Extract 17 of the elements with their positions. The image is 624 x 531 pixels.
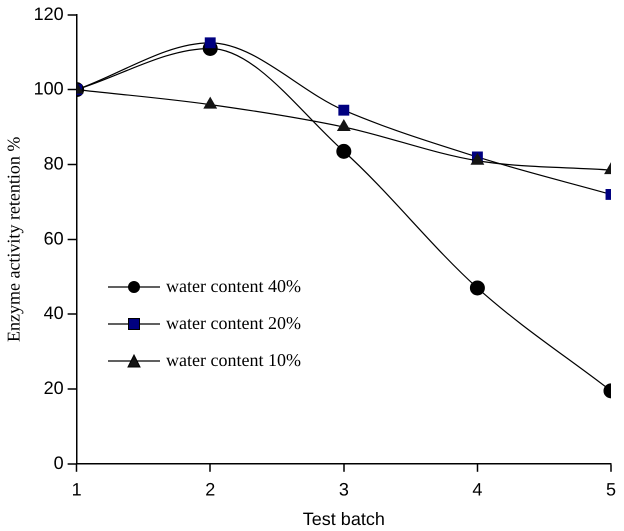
y-tick-label: 0 — [54, 452, 64, 473]
x-tick-label: 5 — [606, 480, 616, 500]
legend-label: water content 10% — [166, 350, 301, 371]
x-tick-label: 2 — [205, 480, 216, 500]
legend-label: water content 20% — [166, 313, 301, 334]
legend-label: water content 40% — [166, 276, 301, 297]
y-tick-label: 100 — [34, 78, 64, 99]
x-axis-title: Test batch — [302, 509, 385, 530]
y-tick-label: 20 — [44, 378, 64, 398]
y-tick-label: 60 — [44, 228, 64, 248]
x-tick-label: 4 — [472, 480, 482, 500]
y-tick-label: 40 — [44, 303, 64, 324]
y-tick-label: 120 — [34, 4, 64, 24]
x-tick-label: 1 — [72, 480, 82, 500]
y-axis-title: Enzyme activity retention % — [4, 136, 24, 342]
y-tick-label: 80 — [44, 153, 64, 174]
x-tick-label: 3 — [338, 480, 349, 500]
